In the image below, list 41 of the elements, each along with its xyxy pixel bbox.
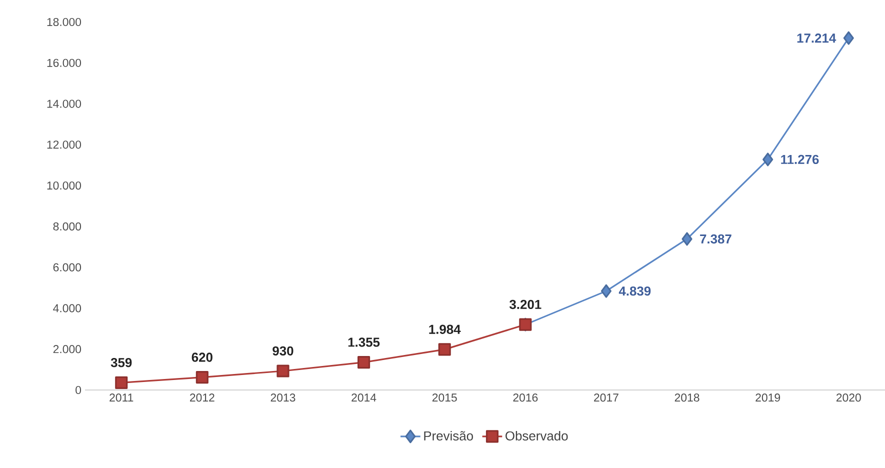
legend-label: Observado xyxy=(506,430,568,440)
point xyxy=(115,376,128,389)
y-tick-label: 2.000 xyxy=(53,345,82,354)
x-tick-label: 2014 xyxy=(352,394,376,402)
y-tick-label: 6.000 xyxy=(53,263,82,272)
y-tick-label: 18.000 xyxy=(47,18,82,26)
y-tick-label: 8.000 xyxy=(53,222,82,230)
y-tick-label: 4.000 xyxy=(53,304,82,312)
y-tick-label: 10.000 xyxy=(47,181,82,190)
data-label: 3.201 xyxy=(509,300,542,310)
y-tick-label: 14.000 xyxy=(47,100,82,108)
y-tick-label: 12.000 xyxy=(47,140,82,149)
data-label: 1.355 xyxy=(348,338,380,347)
x-tick-label: 2013 xyxy=(270,394,296,402)
x-tick-label: 2019 xyxy=(756,394,780,402)
data-label: 1.984 xyxy=(429,324,461,334)
data-label: 359 xyxy=(110,358,132,368)
point xyxy=(762,152,774,166)
data-label: 930 xyxy=(272,346,294,356)
x-tick-label: 2012 xyxy=(190,394,214,402)
y-tick-label: 16.000 xyxy=(47,58,82,67)
y-tick-label: 0 xyxy=(76,386,82,394)
point xyxy=(276,364,290,378)
x-tick-label: 2017 xyxy=(594,394,618,402)
x-tick-label: 2018 xyxy=(674,394,700,402)
data-label: 11.276 xyxy=(781,154,819,164)
point xyxy=(196,371,208,384)
x-tick-label: 2016 xyxy=(513,394,538,402)
point xyxy=(358,356,370,369)
legend-label: Previsão xyxy=(424,430,473,440)
x-tick-label: 2011 xyxy=(110,394,134,402)
x-tick-label: 2015 xyxy=(432,394,457,402)
point xyxy=(600,284,612,298)
data-label: 7.387 xyxy=(700,234,732,244)
point xyxy=(843,31,854,45)
data-label: 620 xyxy=(192,352,212,362)
point xyxy=(438,343,451,356)
point xyxy=(682,232,692,246)
data-label: 17.214 xyxy=(797,34,836,43)
x-tick-label: 2020 xyxy=(836,394,861,402)
data-label: 4.839 xyxy=(618,286,651,296)
